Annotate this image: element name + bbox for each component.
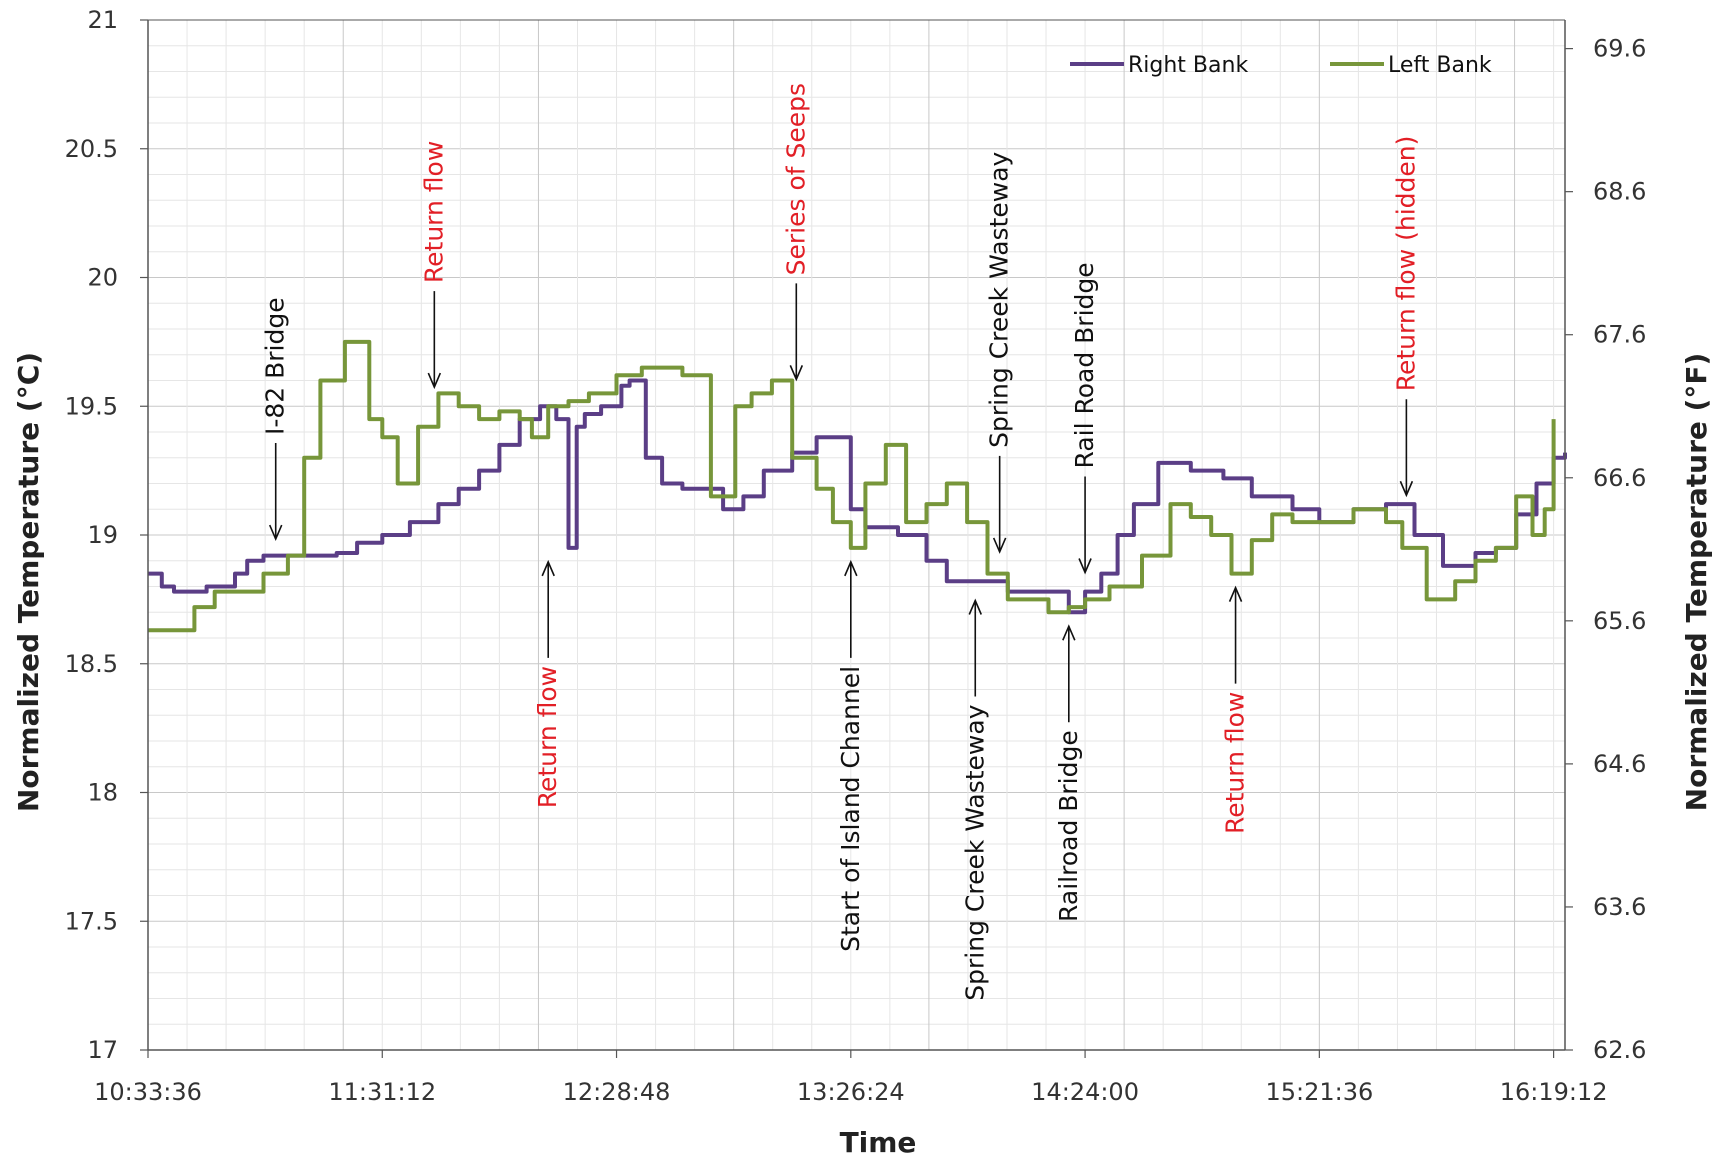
legend: Right Bank Left Bank [1070,53,1492,78]
legend-label-right-bank: Right Bank [1128,53,1248,78]
y-tick-label-left: 20 [87,264,118,292]
series-line-left-bank [148,339,1556,633]
x-axis-title: Time [840,1126,917,1159]
x-tick-label: 15:21:36 [1265,1078,1373,1106]
y-tick-label-left: 17.5 [65,907,118,935]
y-axis-title-left: Normalized Temperature (°C) [12,352,45,812]
annotation-9: Railroad Bridge [1054,624,1083,922]
annotation-arrow-head [427,372,442,390]
legend-label-left-bank: Left Bank [1388,53,1492,78]
annotation-arrow-head [968,598,982,615]
y-tick-label-right: 63.6 [1593,893,1646,921]
y-tick-label-left: 21 [87,6,118,34]
annotation-label: Start of Island Channel [836,666,865,952]
annotation-arrow-head [1228,585,1243,602]
x-tick-label: 16:19:12 [1500,1078,1608,1106]
x-tick-label: 14:24:00 [1031,1078,1139,1106]
annotation-arrow-head [992,537,1007,554]
annotation-label: Return flow (hidden) [1391,136,1420,392]
annotation-label: Return flow [419,141,448,283]
annotation-arrow-head [1399,480,1414,498]
y-tick-label-left: 17 [87,1036,118,1064]
annotation-5: Start of Island Channel [836,559,865,952]
annotation-7: Spring Creek Wasteway [960,598,989,1001]
annotation-arrow-head [789,365,804,382]
annotation-label: Railroad Bridge [1054,730,1083,922]
y-tick-label-left: 19.5 [65,392,118,420]
annotation-label: Rail Road Bridge [1070,262,1099,468]
y-tick-label-left: 18.5 [65,650,118,678]
y-tick-label-right: 68.6 [1593,178,1646,206]
annotation-4: Series of Seeps [781,83,810,382]
series-line-right-bank [148,378,1567,615]
annotation-label: I-82 Bridge [261,297,290,435]
annotation-label: Spring Creek Wasteway [985,151,1014,447]
annotation-label: Spring Creek Wasteway [960,704,989,1000]
annotation-11: Return flow (hidden) [1391,136,1420,498]
annotation-1: I-82 Bridge [261,297,290,542]
x-tick-label: 11:31:12 [328,1078,436,1106]
annotation-3: Return flow [533,559,562,808]
y-tick-label-right: 64.6 [1593,750,1646,778]
annotation-arrow-head [1062,624,1076,641]
annotation-label: Series of Seeps [781,83,810,275]
x-tick-label: 10:33:36 [94,1078,202,1106]
annotation-arrow-head [268,524,283,542]
annotation-arrow-head [844,559,858,577]
annotation-arrow-head [541,559,555,577]
annotation-label: Return flow [1221,692,1250,834]
y-axis-title-right: Normalized Temperature (°F) [1680,353,1713,812]
annotation-10: Return flow [1221,585,1250,834]
annotation-2: Return flow [419,141,448,390]
annotation-6: Spring Creek Wasteway [985,151,1014,554]
y-tick-label-right: 65.6 [1593,607,1646,635]
y-tick-label-left: 18 [87,779,118,807]
y-tick-label-right: 69.6 [1593,35,1646,63]
gridlines [147,19,1565,1051]
annotations: I-82 Bridge Return flow Return flow Series … [261,83,1421,1001]
x-tick-label: 13:26:24 [797,1078,905,1106]
y-tick-label-right: 67.6 [1593,321,1646,349]
x-tick-label: 12:28:48 [563,1078,671,1106]
annotation-label: Return flow [533,666,562,808]
y-tick-label-left: 20.5 [65,135,118,163]
series-lines [148,339,1567,633]
annotation-arrow-head [1078,558,1092,575]
y-tick-label-left: 19 [87,521,118,549]
y-tick-label-right: 62.6 [1593,1036,1646,1064]
axes: 17 17.5 18 18.5 19 19.5 20 20.5 21 62.6 63.6 64.6 65… [65,6,1647,1106]
y-tick-label-right: 66.6 [1593,464,1646,492]
annotation-8: Rail Road Bridge [1070,262,1099,575]
